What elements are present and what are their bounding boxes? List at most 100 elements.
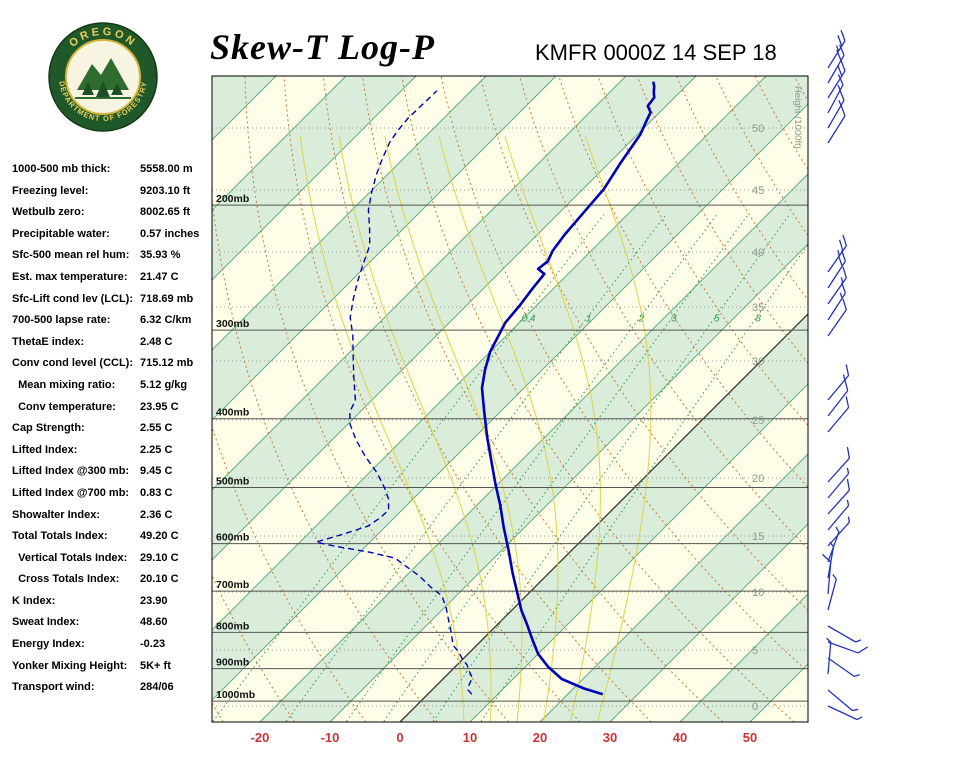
moist-adiabat <box>438 136 559 722</box>
parameter-value: 2.48 C <box>140 335 173 348</box>
dewpoint-trace <box>315 90 474 695</box>
parameter-label: Freezing level: <box>12 184 89 197</box>
dry-adiabat <box>283 76 581 722</box>
parameter-label: Yonker Mixing Height: <box>12 659 128 672</box>
wind-barb <box>827 478 851 515</box>
isotherm-line <box>212 76 697 561</box>
station-datetime-label: KMFR 0000Z 14 SEP 18 <box>535 40 777 65</box>
parameter-row: Mean mixing ratio: 5.12 g/kg <box>12 379 214 401</box>
wind-barb <box>827 44 845 84</box>
pressure-label: 500mb <box>216 475 249 487</box>
parameter-label: Sfc-500 mean rel hum: <box>12 249 130 262</box>
temp-axis-label: 30 <box>603 730 617 745</box>
parameter-value: 21.47 C <box>140 270 179 283</box>
dry-adiabat <box>479 76 808 612</box>
parameter-value: 0.83 C <box>140 486 173 499</box>
dry-adiabat <box>872 74 960 722</box>
isotherm-line <box>609 523 808 722</box>
mixing-ratio-line <box>346 214 718 722</box>
pressure-label: 1000mb <box>216 689 255 701</box>
pressure-label: 200mb <box>216 193 249 205</box>
parameter-row: Sweat Index: 48.60 <box>12 616 214 638</box>
parameter-row: Showalter Index: 2.36 C <box>12 509 214 531</box>
parameter-row: Conv temperature: 23.95 C <box>12 401 214 423</box>
temp-axis-label: 50 <box>743 730 757 745</box>
isotherm-line <box>212 103 808 701</box>
parameter-label: Energy Index: <box>12 638 85 651</box>
dry-adiabat <box>440 76 808 673</box>
dry-adiabat <box>401 76 795 722</box>
mixing-ratio-label: 3 <box>671 314 677 325</box>
parameter-label: Cap Strength: <box>12 422 85 435</box>
wind-barb <box>827 657 860 677</box>
parameter-value: 49.20 C <box>140 530 179 543</box>
wind-barb <box>821 553 832 595</box>
parameter-label: Est. max temperature: <box>12 270 128 283</box>
parameter-value: 715.12 mb <box>140 357 194 370</box>
parameter-row: Lifted Index: 2.25 C <box>12 444 214 466</box>
parameter-value: 0.57 inches <box>140 227 200 240</box>
dry-adiabat <box>35 74 152 722</box>
parameter-row: Transport wind: 284/06 <box>12 681 214 703</box>
parameter-label: Precipitable water: <box>12 227 110 240</box>
mixing-ratio-line <box>285 214 667 722</box>
pressure-label: 800mb <box>216 620 249 632</box>
mixing-ratio-label: 2 <box>638 314 645 325</box>
height-label: 45 <box>752 185 764 197</box>
parameter-row: Total Totals Index: 49.20 C <box>12 530 214 552</box>
wind-barb <box>827 74 844 114</box>
parameter-label: 1000-500 mb thick: <box>12 163 111 175</box>
pressure-label: 700mb <box>216 579 249 591</box>
temp-axis-label: 20 <box>533 730 547 745</box>
height-label: 15 <box>752 531 764 543</box>
height-label: 25 <box>752 415 764 427</box>
parameter-value: 9203.10 ft <box>140 184 191 197</box>
wind-barb <box>827 396 850 433</box>
dry-adiabat <box>212 702 224 722</box>
parameter-row: Est. max temperature: 21.47 C <box>12 271 214 293</box>
height-label: 10 <box>752 587 764 599</box>
parameter-value: 2.36 C <box>140 508 173 521</box>
parameter-row: Sfc-500 mean rel hum: 35.93 % <box>12 249 214 271</box>
wind-barb <box>827 266 847 305</box>
height-label: 35 <box>752 302 764 314</box>
dry-adiabat <box>558 76 808 488</box>
dry-adiabat <box>793 76 808 102</box>
page-title: Skew-T Log-P <box>210 27 435 67</box>
wind-barb <box>827 379 849 417</box>
parameter-value: 35.93 % <box>140 249 181 262</box>
parameter-value: 5558.00 m <box>140 163 193 175</box>
logo-tree-icon <box>82 82 94 95</box>
parameter-label: Sfc-Lift cond lev (LCL): <box>12 292 133 305</box>
parameter-row: Lifted Index @700 mb: 0.83 C <box>12 487 214 509</box>
height-label: 40 <box>752 247 764 259</box>
parameter-label: Sweat Index: <box>12 616 80 629</box>
isotherm-line <box>259 173 808 722</box>
isotherm-line <box>539 453 808 722</box>
parameter-value: 284/06 <box>140 681 174 694</box>
parameter-label: Lifted Index @300 mb: <box>12 465 130 478</box>
wind-barb <box>827 29 846 69</box>
height-label: 0 <box>752 701 758 713</box>
sounding-parameters-panel: 1000-500 mb thick: 5558.00 m Freezing leve… <box>12 163 214 703</box>
parameter-label: ThetaE index: <box>12 335 85 348</box>
height-label: 50 <box>752 123 764 135</box>
height-label: 5 <box>752 645 758 657</box>
parameter-row: ThetaE index: 2.48 C <box>12 336 214 358</box>
parameter-row: K Index: 23.90 <box>12 595 214 617</box>
wind-barb <box>827 467 850 499</box>
temp-axis-label: 40 <box>673 730 687 745</box>
wind-barb <box>826 637 832 675</box>
temperature-trace <box>480 81 656 696</box>
wind-barb <box>827 104 846 144</box>
mixing-ratio-label: 1 <box>586 314 592 325</box>
parameter-value: 718.69 mb <box>140 292 194 305</box>
wind-barb <box>827 89 845 129</box>
wind-barb <box>827 499 850 531</box>
parameter-row: Conv cond level (CCL): 715.12 mb <box>12 357 214 379</box>
parameter-value: 29.10 C <box>140 551 179 564</box>
parameter-row: Yonker Mixing Height: 5K+ ft <box>12 660 214 682</box>
dry-adiabat <box>244 76 510 722</box>
moist-adiabat <box>504 136 601 722</box>
parameter-label: Conv temperature: <box>12 400 116 413</box>
